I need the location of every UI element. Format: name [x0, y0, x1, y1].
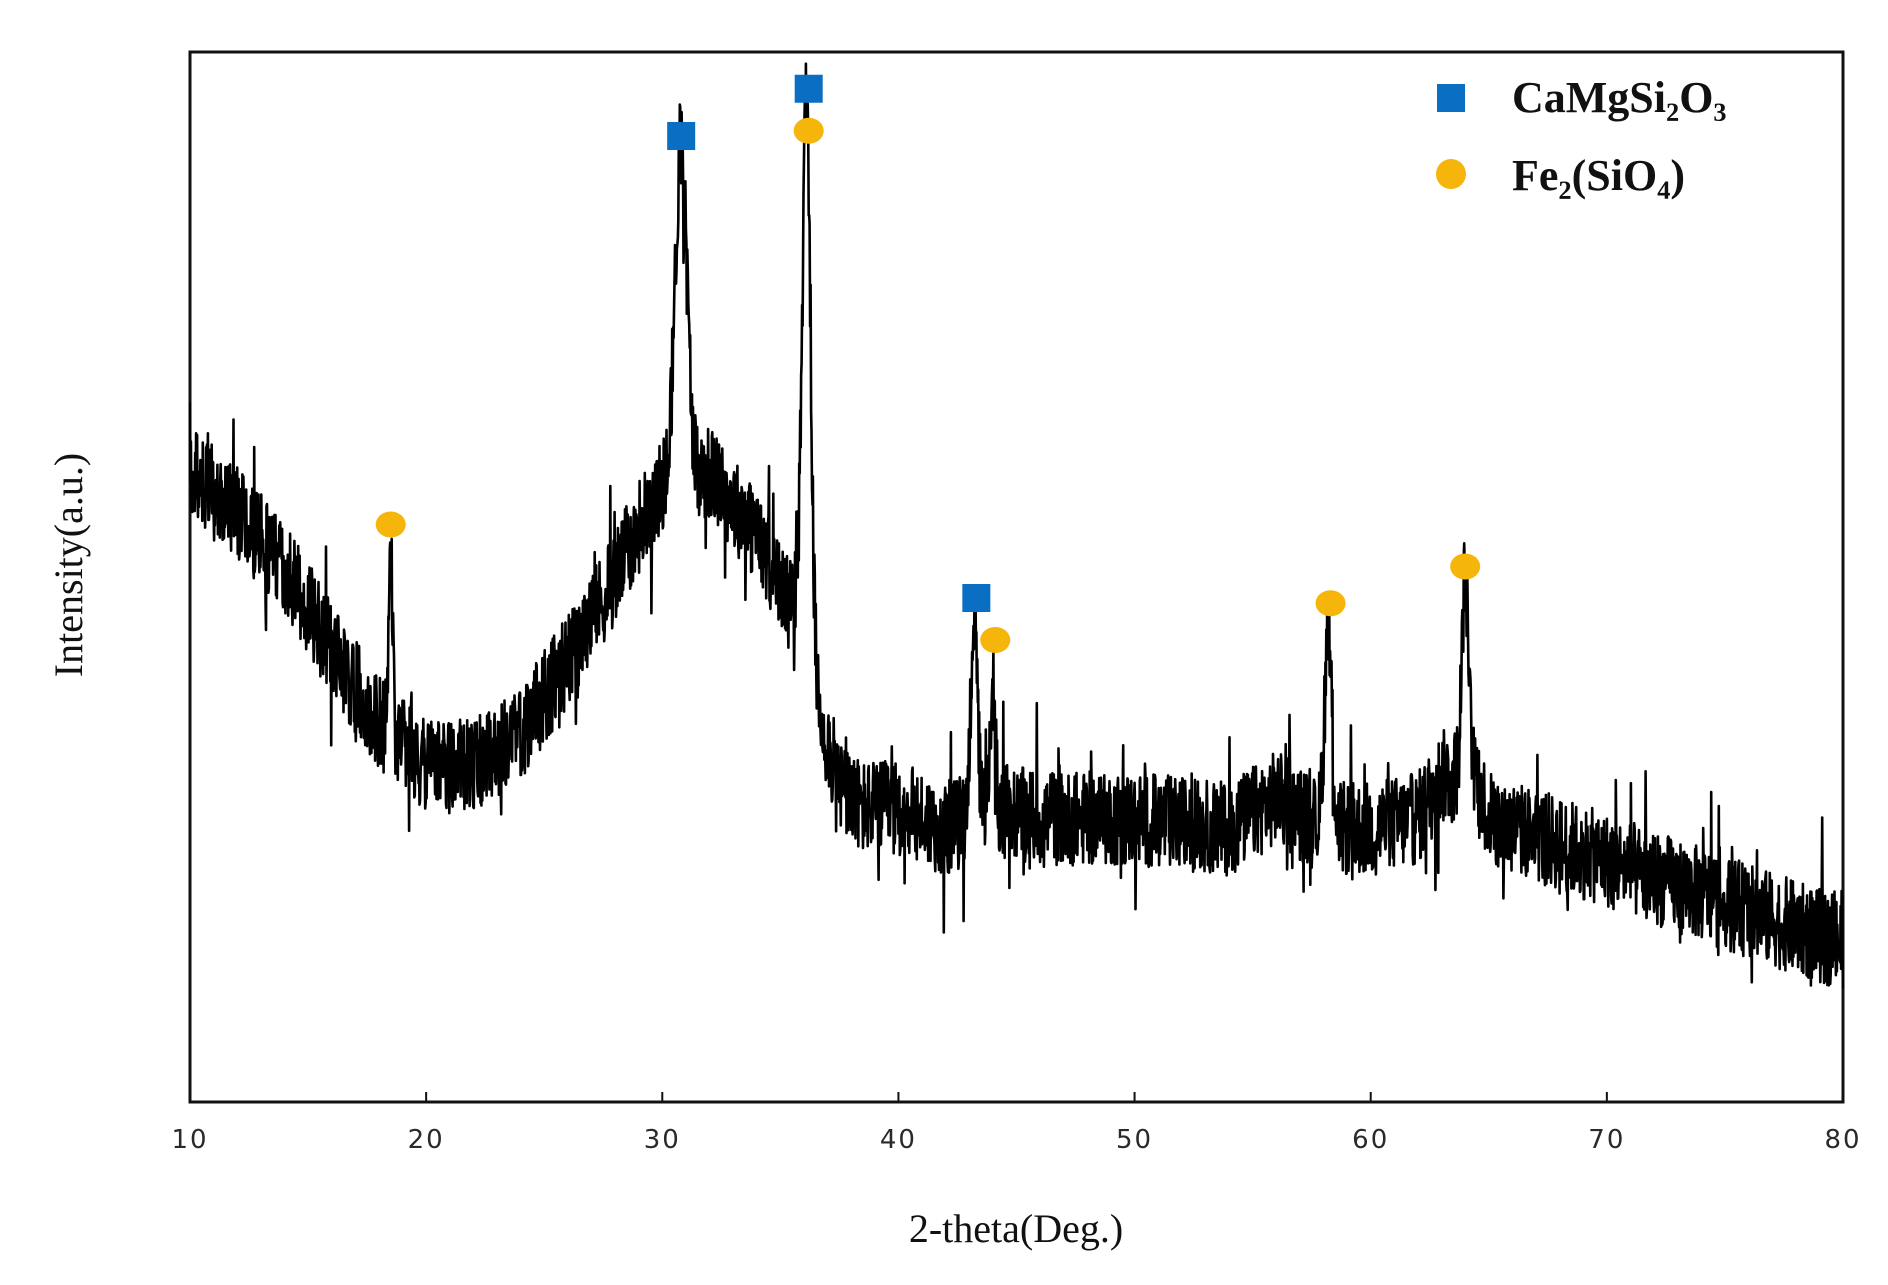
- y-axis-title: Intensity(a.u.): [46, 453, 91, 677]
- camgsi2o3-peak-marker: [962, 584, 991, 612]
- legend-marker-fe2sio4: [1436, 159, 1466, 189]
- x-axis-title: 2-theta(Deg.): [909, 1206, 1123, 1251]
- x-tick-label: 60: [1352, 1125, 1389, 1155]
- legend: CaMgSi₂O₃ Fe₂(SiO₄): [1436, 73, 1727, 200]
- x-tick-label: 30: [644, 1125, 681, 1155]
- fe2sio4-peak-marker: [1315, 590, 1346, 617]
- x-tick-label: 80: [1824, 1125, 1861, 1155]
- fe2sio4-peak-marker: [1450, 553, 1481, 580]
- x-tick-label: 20: [408, 1125, 445, 1155]
- legend-marker-camgsi2o3: [1437, 84, 1465, 112]
- x-axis: 10 20 30 40 50 60 70 80: [171, 1092, 1861, 1155]
- camgsi2o3-peak-marker: [794, 74, 823, 103]
- marker-layer: [375, 74, 1481, 653]
- legend-label-camgsi2o3: CaMgSi₂O₃: [1512, 73, 1727, 122]
- trace-layer: [188, 62, 1845, 989]
- legend-label-fe2sio4: Fe₂(SiO₄): [1512, 151, 1685, 200]
- x-tick-label: 40: [880, 1125, 917, 1155]
- fe2sio4-peak-marker: [980, 627, 1011, 653]
- xrd-trace-line: [188, 62, 1845, 989]
- x-tick-label: 10: [171, 1125, 208, 1155]
- fe2sio4-peak-marker: [375, 511, 406, 538]
- x-tick-label: 70: [1588, 1125, 1625, 1155]
- camgsi2o3-peak-marker: [667, 122, 696, 150]
- plot-frame: [188, 50, 1845, 1104]
- x-tick-label: 50: [1116, 1125, 1153, 1155]
- fe2sio4-peak-marker: [793, 117, 824, 144]
